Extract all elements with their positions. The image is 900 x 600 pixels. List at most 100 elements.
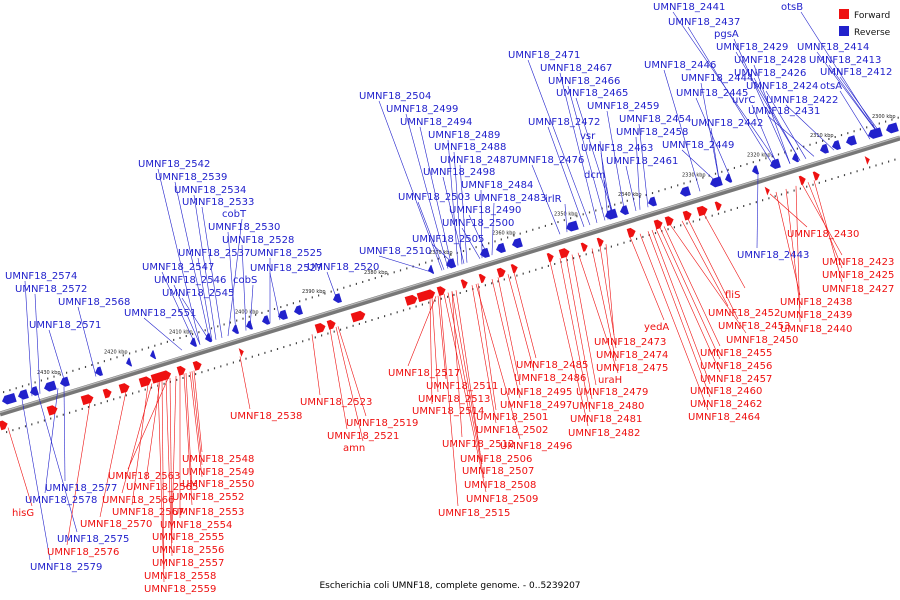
ruler-dot bbox=[491, 282, 493, 285]
ruler-dot bbox=[538, 226, 540, 229]
reverse-label-connector bbox=[839, 90, 871, 140]
reverse-gene-shape bbox=[232, 324, 240, 334]
forward-label-connector bbox=[591, 248, 617, 362]
ruler-dot bbox=[494, 240, 496, 243]
ruler-dot bbox=[100, 402, 102, 405]
ruler-dot bbox=[528, 270, 531, 273]
forward-gene-shape bbox=[626, 227, 636, 238]
ruler-dot bbox=[15, 387, 17, 390]
ruler-dot bbox=[192, 333, 194, 336]
reverse-gene-label: UMNF18_2437 bbox=[668, 17, 740, 28]
ruler-dot bbox=[708, 174, 710, 177]
forward-label-connector bbox=[651, 229, 711, 385]
ruler-dot bbox=[34, 381, 36, 384]
ruler-dot bbox=[881, 162, 883, 165]
ruler-dot bbox=[280, 306, 282, 309]
reverse-gene-label: UMNF18_2472 bbox=[528, 117, 600, 128]
reverse-gene-shape bbox=[620, 205, 629, 215]
forward-gene-shape bbox=[46, 405, 58, 416]
forward-label-connector bbox=[185, 372, 193, 491]
forward-gene-label: UMNF18_2570 bbox=[80, 519, 152, 530]
forward-gene-shape bbox=[192, 361, 202, 371]
ruler-dot bbox=[677, 184, 679, 187]
forward-gene-shape bbox=[478, 273, 486, 284]
reverse-gene bbox=[60, 376, 70, 387]
ruler-dot bbox=[129, 352, 131, 355]
reverse-gene-label: UMNF18_2465 bbox=[556, 88, 628, 99]
reverse-gene-label: UMNF18_2489 bbox=[428, 130, 500, 141]
ruler-dot bbox=[69, 411, 71, 414]
forward-gene-shape bbox=[460, 279, 468, 289]
ruler-dot bbox=[368, 279, 370, 282]
ruler-dot bbox=[223, 323, 225, 326]
ruler-dot bbox=[138, 390, 140, 393]
forward-label-connector bbox=[451, 291, 463, 438]
reverse-gene-label: UMNF18_2476 bbox=[512, 155, 584, 166]
forward-gene-label: UMNF18_2427 bbox=[822, 284, 894, 295]
ruler-dot bbox=[119, 396, 121, 399]
forward-gene-label: UMNF18_2521 bbox=[327, 431, 399, 442]
ruler-dot bbox=[324, 292, 326, 295]
forward-label-connector bbox=[127, 378, 169, 470]
ruler-dot bbox=[50, 417, 52, 420]
reverse-gene-shape bbox=[752, 165, 760, 175]
reverse-gene bbox=[605, 208, 618, 220]
forward-label-connector bbox=[239, 356, 251, 410]
forward-gene-shape bbox=[558, 248, 570, 259]
ruler-dot bbox=[270, 349, 272, 352]
ruler-dot bbox=[510, 276, 512, 279]
forward-label-connector bbox=[681, 220, 729, 307]
ruler-dot bbox=[746, 163, 748, 166]
reverse-label-connector bbox=[269, 272, 281, 321]
ruler-dot bbox=[812, 183, 814, 186]
forward-label-connector bbox=[639, 233, 709, 411]
ruler-dot bbox=[207, 369, 209, 372]
tick-label: 2370 kbp bbox=[429, 250, 453, 256]
ruler-dot bbox=[447, 295, 449, 298]
reverse-gene-shape bbox=[126, 357, 133, 367]
reverse-label-connector bbox=[447, 139, 459, 266]
forward-gene-shape bbox=[714, 201, 722, 211]
ruler-dot bbox=[103, 360, 105, 363]
ruler-dot bbox=[336, 288, 339, 291]
ruler-dot bbox=[286, 304, 288, 307]
reverse-label-connector bbox=[417, 201, 445, 270]
reverse-gene-label: UMNF18_2578 bbox=[25, 495, 97, 506]
reverse-gene bbox=[428, 264, 435, 274]
ruler-dot bbox=[617, 243, 619, 246]
ruler-dot bbox=[84, 365, 87, 368]
reverse-gene-shape bbox=[446, 258, 456, 269]
reverse-label-connector bbox=[625, 165, 637, 212]
ruler-dot bbox=[724, 210, 726, 213]
ruler-dot bbox=[185, 335, 187, 338]
reverse-gene-shape bbox=[648, 196, 657, 207]
forward-label-connector bbox=[807, 182, 843, 269]
reverse-label-connector bbox=[710, 127, 721, 186]
ruler-dot bbox=[626, 199, 628, 202]
forward-gene bbox=[176, 365, 186, 376]
reverse-label-connector bbox=[606, 110, 626, 215]
forward-gene bbox=[238, 348, 244, 357]
ruler-dot bbox=[116, 356, 118, 359]
forward-gene-shape bbox=[416, 289, 436, 303]
reverse-label-connector bbox=[378, 255, 435, 274]
forward-label-connector bbox=[475, 283, 521, 440]
forward-label-connector bbox=[659, 227, 721, 360]
forward-gene-shape bbox=[496, 267, 506, 278]
ruler-dot bbox=[169, 380, 171, 383]
ruler-dot bbox=[610, 245, 612, 248]
reverse-gene-label: UMNF18_2504 bbox=[359, 91, 431, 102]
ruler-dot bbox=[525, 230, 528, 233]
reverse-gene-label: UMNF18_2577 bbox=[45, 483, 117, 494]
reverse-gene-shape bbox=[278, 309, 288, 320]
tick-label: 2300 kbp bbox=[872, 114, 896, 120]
ruler-dot bbox=[771, 155, 773, 158]
reverse-label-connector bbox=[635, 136, 641, 210]
reverse-label-connector bbox=[765, 90, 807, 159]
reverse-label-connector bbox=[34, 293, 41, 394]
ruler-dot bbox=[261, 311, 263, 314]
forward-gene-label: UMNF18_2554 bbox=[160, 520, 232, 531]
forward-gene-label: UMNF18_2497 bbox=[500, 400, 572, 411]
forward-gene-label: UMNF18_2481 bbox=[570, 414, 642, 425]
reverse-label-connector bbox=[753, 64, 791, 164]
